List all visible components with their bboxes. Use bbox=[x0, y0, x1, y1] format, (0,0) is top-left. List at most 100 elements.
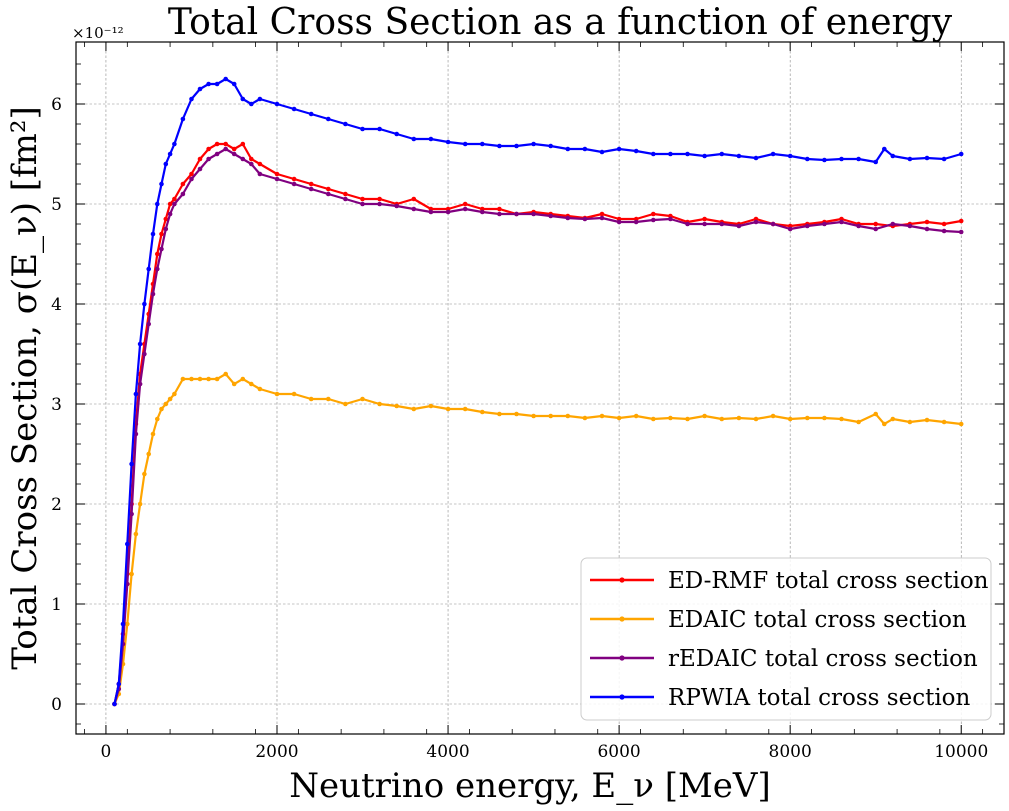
data-point bbox=[308, 396, 314, 402]
data-point bbox=[770, 221, 776, 227]
data-point bbox=[326, 396, 331, 402]
data-point bbox=[633, 219, 639, 225]
y-scale-factor: ×10⁻¹² bbox=[72, 24, 124, 42]
x-tick-label: 4000 bbox=[426, 742, 469, 762]
data-point bbox=[941, 419, 947, 425]
data-point bbox=[445, 139, 451, 145]
x-tick-label: 10000 bbox=[934, 742, 988, 762]
data-point bbox=[231, 81, 237, 87]
data-point bbox=[480, 209, 485, 215]
data-point bbox=[129, 461, 134, 467]
data-point bbox=[445, 209, 451, 215]
data-point bbox=[377, 201, 382, 207]
plot-frame bbox=[75, 41, 1005, 735]
data-point bbox=[958, 151, 964, 157]
data-point bbox=[514, 143, 519, 149]
data-point bbox=[308, 186, 314, 192]
data-point bbox=[651, 416, 656, 422]
data-point bbox=[206, 146, 211, 152]
data-point bbox=[394, 403, 400, 409]
data-point bbox=[249, 161, 254, 167]
data-point bbox=[753, 416, 759, 422]
data-point bbox=[197, 86, 203, 92]
data-point bbox=[249, 156, 254, 162]
y-tick-label: 6 bbox=[51, 95, 62, 115]
data-point bbox=[548, 143, 553, 149]
data-point bbox=[497, 211, 502, 217]
data-point bbox=[805, 223, 810, 229]
data-point bbox=[582, 216, 588, 222]
data-point bbox=[223, 146, 228, 152]
data-point bbox=[150, 231, 156, 237]
data-point bbox=[326, 191, 331, 197]
legend: ED-RMF total cross section EDAIC total c… bbox=[580, 557, 992, 721]
data-point bbox=[377, 401, 382, 407]
data-point bbox=[565, 215, 571, 221]
data-point bbox=[214, 376, 220, 382]
y-axis-label: Total Cross Section, σ(E_ν) [fm²] bbox=[5, 106, 45, 670]
data-point bbox=[599, 149, 605, 155]
y-tick-label: 5 bbox=[51, 195, 62, 215]
data-point bbox=[180, 181, 186, 187]
data-point bbox=[125, 621, 130, 627]
series-2 bbox=[112, 146, 964, 707]
x-tick-label: 2000 bbox=[255, 742, 298, 762]
data-point bbox=[249, 101, 254, 107]
data-point bbox=[240, 96, 246, 102]
data-point bbox=[839, 416, 844, 422]
data-point bbox=[599, 215, 605, 221]
data-point bbox=[685, 151, 690, 157]
data-point bbox=[702, 221, 707, 227]
data-point bbox=[159, 181, 164, 187]
data-point bbox=[360, 201, 365, 207]
data-point bbox=[343, 196, 348, 202]
data-point bbox=[240, 141, 246, 147]
data-point bbox=[155, 266, 160, 272]
x-tick-label: 8000 bbox=[769, 742, 812, 762]
data-point bbox=[651, 151, 656, 157]
data-point bbox=[155, 251, 160, 257]
legend-box bbox=[580, 557, 992, 721]
data-point bbox=[308, 181, 314, 187]
data-point bbox=[133, 531, 139, 537]
data-point bbox=[274, 391, 280, 397]
data-point bbox=[651, 211, 656, 217]
data-point bbox=[822, 157, 827, 163]
y-tick-label: 3 bbox=[51, 395, 62, 415]
data-point bbox=[582, 146, 588, 152]
data-point bbox=[142, 301, 147, 307]
data-point bbox=[377, 196, 382, 202]
data-point bbox=[326, 116, 331, 122]
data-point bbox=[206, 376, 211, 382]
data-point bbox=[616, 219, 622, 225]
data-point bbox=[167, 211, 173, 217]
data-point bbox=[565, 413, 571, 419]
data-point bbox=[531, 141, 536, 147]
data-point bbox=[907, 419, 913, 425]
data-point bbox=[155, 201, 160, 207]
data-point bbox=[223, 141, 228, 147]
data-point bbox=[890, 416, 896, 422]
data-point bbox=[133, 431, 139, 437]
legend-marker-redaic bbox=[619, 655, 625, 661]
data-point bbox=[411, 196, 417, 202]
data-point bbox=[668, 151, 673, 157]
data-point bbox=[753, 219, 759, 225]
data-point bbox=[163, 226, 169, 232]
data-point bbox=[360, 126, 365, 132]
data-point bbox=[206, 156, 211, 162]
data-point bbox=[633, 413, 639, 419]
legend-label-ed-rmf: ED-RMF total cross section bbox=[668, 568, 989, 594]
data-point bbox=[941, 156, 947, 162]
data-point bbox=[326, 186, 331, 192]
data-point bbox=[770, 151, 776, 157]
data-point bbox=[787, 226, 793, 232]
data-point bbox=[159, 231, 164, 237]
data-point bbox=[514, 211, 519, 217]
data-point bbox=[428, 403, 434, 409]
data-point bbox=[411, 136, 417, 142]
legend-label-redaic: rEDAIC total cross section bbox=[668, 646, 978, 672]
data-point bbox=[231, 146, 237, 152]
data-point bbox=[360, 396, 365, 402]
data-point bbox=[206, 81, 211, 87]
